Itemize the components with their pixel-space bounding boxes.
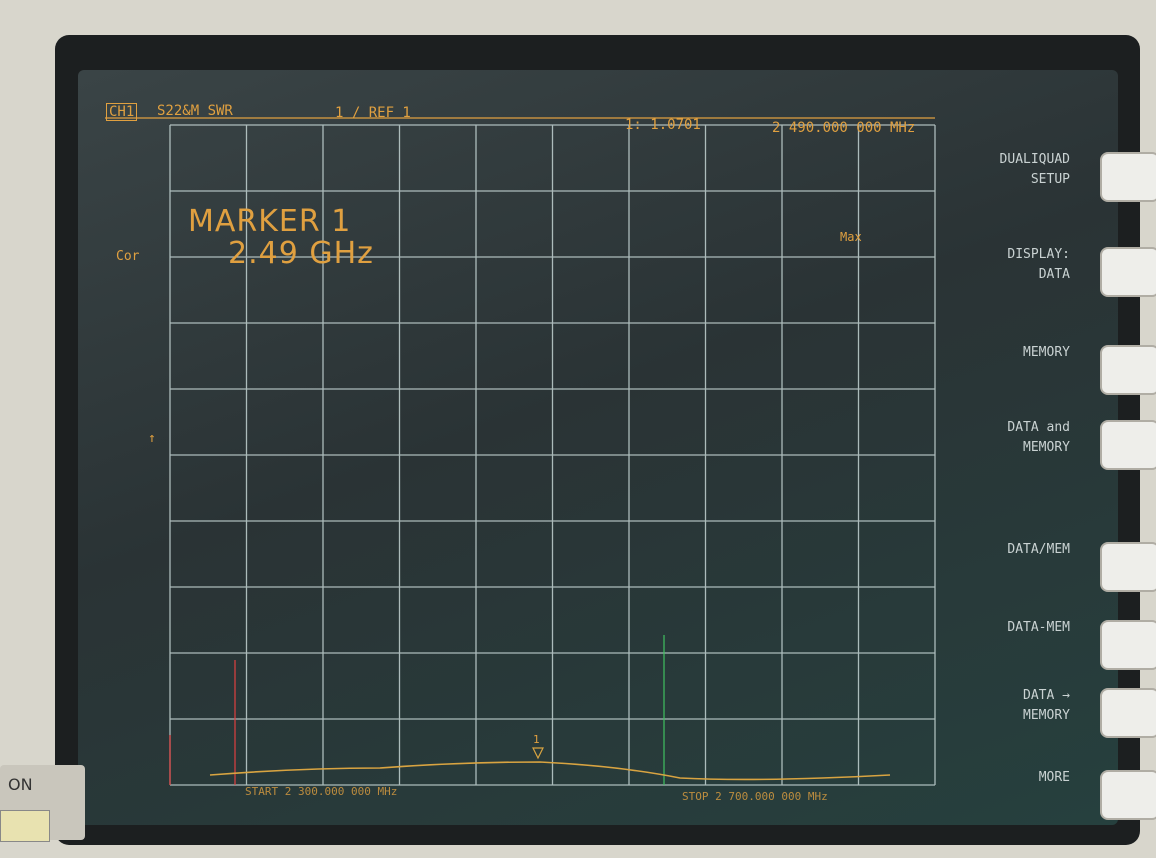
softkey[interactable]: DUALIQUAD SETUP xyxy=(940,150,1070,190)
hardkey[interactable] xyxy=(1100,688,1156,738)
softkey[interactable]: MEMORY xyxy=(940,343,1070,363)
marker-title: MARKER 1 xyxy=(188,204,352,239)
hardkey[interactable] xyxy=(1100,152,1156,202)
softkey[interactable]: DATA/MEM xyxy=(940,540,1070,560)
marker-symbol: 1 xyxy=(533,733,540,746)
channel: CH1 xyxy=(106,103,138,121)
marker-frequency: 2 490.000 000 MHz xyxy=(772,120,916,136)
softkey-line: DATA → xyxy=(1023,688,1070,703)
softkey[interactable]: DATA and MEMORY xyxy=(940,418,1070,458)
marker-frequency-big: 2.49 GHz xyxy=(228,236,374,271)
measurement: S22&M SWR xyxy=(157,103,233,119)
softkey[interactable]: DATA → MEMORY xyxy=(940,686,1070,726)
start-frequency: START 2 300.000 000 MHz xyxy=(245,785,398,798)
softkey[interactable]: DATA-MEM xyxy=(940,618,1070,638)
softkey-line: DATA xyxy=(1038,267,1070,282)
svg-text:↑: ↑ xyxy=(148,431,156,446)
softkey[interactable]: MORE xyxy=(940,768,1070,788)
softkey-line: SETUP xyxy=(1030,172,1070,187)
softkey-line: MEMORY xyxy=(1023,708,1070,723)
hardkey[interactable] xyxy=(1100,247,1156,297)
hardkey[interactable] xyxy=(1100,420,1156,470)
power-button[interactable] xyxy=(0,810,50,842)
softkey-line: MEMORY xyxy=(1023,345,1070,360)
marker-readout: 1: 1.0701 xyxy=(625,117,701,133)
softkey-line: DISPLAY: xyxy=(1007,247,1070,262)
softkey-line: DUALIQUAD xyxy=(999,152,1070,167)
softkey-line: DATA-MEM xyxy=(1007,620,1070,635)
scale: 1 / REF 1 xyxy=(335,105,411,121)
hardkey[interactable] xyxy=(1100,345,1156,395)
correction: Cor xyxy=(116,249,140,264)
screen xyxy=(78,70,1118,825)
softkey-line: MEMORY xyxy=(1023,440,1070,455)
hardkey[interactable] xyxy=(1100,542,1156,592)
softkey[interactable]: DISPLAY: DATA xyxy=(940,245,1070,285)
softkey-line: DATA and xyxy=(1007,420,1070,435)
hardkey[interactable] xyxy=(1100,770,1156,820)
power-label: ON xyxy=(8,775,33,794)
softkey-line: DATA/MEM xyxy=(1007,542,1070,557)
softkey-line: MORE xyxy=(1038,770,1070,785)
stop-frequency: STOP 2 700.000 000 MHz xyxy=(682,790,828,803)
trace xyxy=(209,761,891,781)
hardkey[interactable] xyxy=(1100,620,1156,670)
marker-search: Max xyxy=(840,230,862,244)
